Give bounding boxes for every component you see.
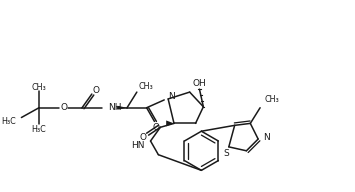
Text: OH: OH [192,79,206,88]
Polygon shape [166,120,174,126]
Text: NH: NH [109,103,122,112]
Text: CH₃: CH₃ [139,82,154,91]
Text: H₃C: H₃C [1,117,16,126]
Text: O: O [139,133,146,142]
Text: O: O [153,123,160,132]
Text: N: N [168,93,175,102]
Text: CH₃: CH₃ [32,83,47,92]
Text: N: N [263,133,270,142]
Text: H₃C: H₃C [32,125,47,134]
Text: O: O [61,103,68,112]
Polygon shape [117,106,127,110]
Text: S: S [223,149,229,158]
Text: CH₃: CH₃ [264,95,279,104]
Text: HN: HN [131,141,145,150]
Text: O: O [92,86,99,95]
